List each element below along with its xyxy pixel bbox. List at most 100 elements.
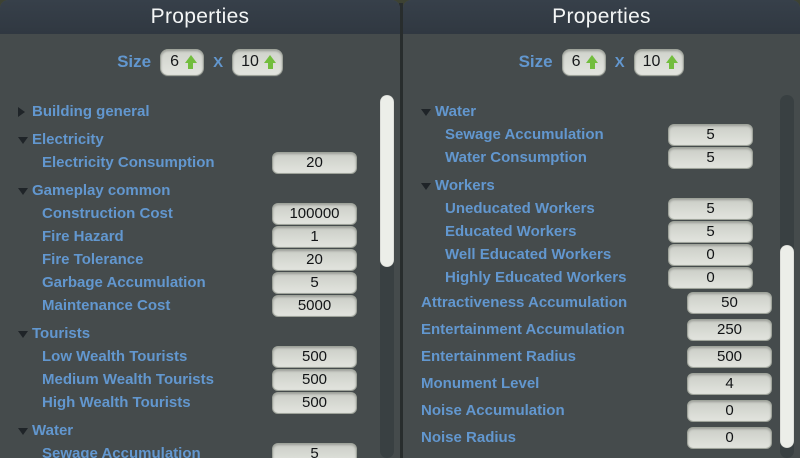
section-header[interactable]: Workers (403, 174, 800, 197)
collapse-arrow-down-icon[interactable] (18, 427, 28, 435)
property-label: Attractiveness Accumulation (421, 294, 628, 311)
property-row: Fire Hazard 1 (0, 225, 400, 248)
property-label: Educated Workers (445, 223, 577, 240)
collapse-arrow-down-icon[interactable] (18, 187, 28, 195)
value-input[interactable]: 5 (668, 220, 753, 243)
property-label: Noise Radius (421, 429, 517, 446)
value-input[interactable]: 5 (272, 442, 357, 458)
value-text: 5 (706, 223, 715, 240)
value-input[interactable]: 0 (687, 399, 772, 422)
value-input[interactable]: 500 (272, 391, 357, 414)
value-input[interactable]: 4 (687, 372, 772, 395)
value-input[interactable]: 5 (668, 197, 753, 220)
property-label: Low Wealth Tourists (42, 348, 188, 365)
value-text: 0 (706, 269, 715, 286)
value-input[interactable]: 500 (272, 368, 357, 391)
collapse-arrow-down-icon[interactable] (421, 182, 431, 190)
value-input[interactable]: 100000 (272, 202, 357, 225)
value-input[interactable]: 250 (687, 318, 772, 341)
value-text: 500 (716, 348, 743, 365)
scrollbar[interactable] (380, 95, 394, 458)
property-row: Garbage Accumulation 5 (0, 271, 400, 294)
section-header[interactable]: Building general (0, 100, 400, 123)
value-input[interactable]: 500 (687, 345, 772, 368)
property-row: Highly Educated Workers 0 (403, 266, 800, 289)
properties-list: Building general Electricity Electricity C… (0, 95, 400, 458)
size-control: Size 6 X 10 (403, 48, 800, 76)
value-text: 5 (706, 149, 715, 166)
property-label: Fire Tolerance (42, 251, 144, 268)
value-text: 5000 (297, 297, 332, 314)
value-input[interactable]: 0 (668, 243, 753, 266)
collapse-arrow-right-icon[interactable] (18, 106, 25, 117)
size-width-value: 6 (170, 53, 180, 70)
section-label[interactable]: Electricity (32, 131, 104, 148)
value-input[interactable]: 5 (668, 146, 753, 169)
size-width-up-arrow-icon[interactable] (184, 55, 197, 69)
property-row: Water Consumption 5 (403, 146, 800, 169)
section-label[interactable]: Tourists (32, 325, 91, 342)
size-width-stepper[interactable]: 6 (561, 48, 606, 76)
section-header[interactable]: Tourists (0, 322, 400, 345)
section-header[interactable]: Water (0, 419, 400, 442)
scrollbar[interactable] (780, 95, 794, 458)
value-input[interactable]: 20 (272, 248, 357, 271)
value-text: 5 (310, 274, 319, 291)
value-input[interactable]: 500 (272, 345, 357, 368)
size-separator: X (614, 53, 625, 71)
property-label: Garbage Accumulation (42, 274, 206, 291)
size-height-stepper[interactable]: 10 (633, 48, 685, 76)
value-input[interactable]: 50 (687, 291, 772, 314)
section-label[interactable]: Building general (32, 103, 150, 120)
value-text: 500 (301, 394, 328, 411)
property-row: Noise Accumulation 0 (403, 397, 800, 424)
panel-header: Properties (0, 0, 400, 34)
property-row: Entertainment Accumulation 250 (403, 316, 800, 343)
collapse-arrow-down-icon[interactable] (18, 136, 28, 144)
property-row: Entertainment Radius 500 (403, 343, 800, 370)
section-header[interactable]: Water (403, 100, 800, 123)
section-label[interactable]: Workers (435, 177, 495, 194)
size-height-up-arrow-icon[interactable] (264, 55, 277, 69)
property-label: Construction Cost (42, 205, 173, 222)
size-width-value: 6 (571, 53, 581, 70)
value-input[interactable]: 0 (668, 266, 753, 289)
size-width-stepper[interactable]: 6 (160, 48, 205, 76)
scrollbar-thumb[interactable] (380, 95, 394, 267)
collapse-arrow-down-icon[interactable] (18, 330, 28, 338)
value-input[interactable]: 1 (272, 225, 357, 248)
value-input[interactable]: 0 (687, 426, 772, 449)
collapse-arrow-down-icon[interactable] (421, 108, 431, 116)
property-row: Monument Level 4 (403, 370, 800, 397)
property-row: Low Wealth Tourists 500 (0, 345, 400, 368)
size-height-up-arrow-icon[interactable] (665, 55, 678, 69)
section-header[interactable]: Electricity (0, 128, 400, 151)
scrollbar-thumb[interactable] (780, 245, 794, 448)
value-input[interactable]: 5 (272, 271, 357, 294)
property-label: Maintenance Cost (42, 297, 171, 314)
value-input[interactable]: 5000 (272, 294, 357, 317)
value-text: 20 (306, 251, 323, 268)
value-text: 250 (716, 321, 743, 338)
property-row: Sewage Accumulation 5 (403, 123, 800, 146)
value-text: 5 (706, 126, 715, 143)
size-height-stepper[interactable]: 10 (232, 48, 283, 76)
value-text: 5 (310, 445, 319, 458)
properties-panel-right: Properties Size 6 X 10 Water Sewage Accum… (403, 0, 800, 458)
value-input[interactable]: 20 (272, 151, 357, 174)
property-label: Monument Level (421, 375, 540, 392)
property-row: High Wealth Tourists 500 (0, 391, 400, 414)
size-label: Size (117, 52, 152, 71)
property-label: Highly Educated Workers (445, 269, 627, 286)
section-label[interactable]: Water (32, 422, 74, 439)
value-input[interactable]: 5 (668, 123, 753, 146)
section-label[interactable]: Water (435, 103, 477, 120)
section-header[interactable]: Gameplay common (0, 179, 400, 202)
size-width-up-arrow-icon[interactable] (586, 55, 599, 69)
value-text: 1 (310, 228, 319, 245)
size-label: Size (518, 52, 553, 71)
section-label[interactable]: Gameplay common (32, 182, 171, 199)
value-text: 4 (725, 375, 734, 392)
property-row: Attractiveness Accumulation 50 (403, 289, 800, 316)
property-row: Construction Cost 100000 (0, 202, 400, 225)
